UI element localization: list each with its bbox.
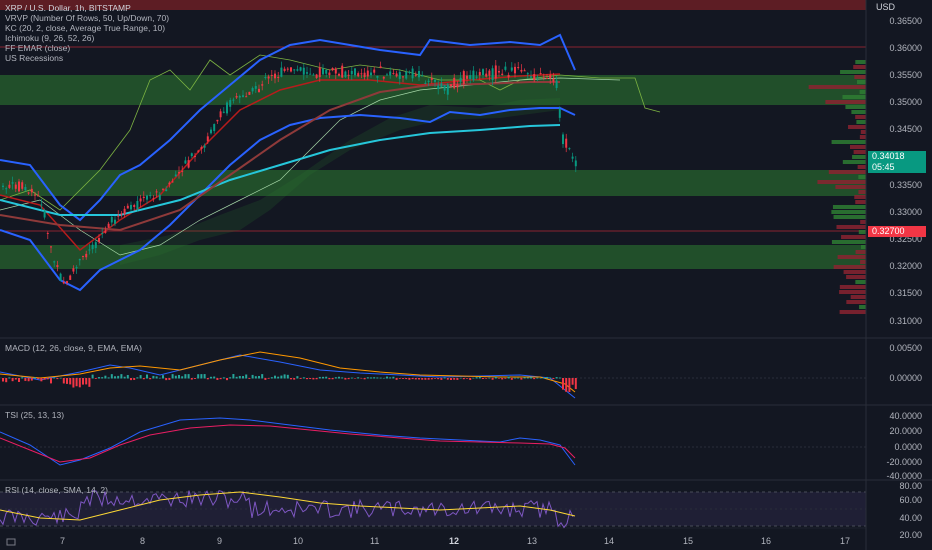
macd-tick: 0.00000 — [889, 373, 922, 383]
candlesticks — [2, 60, 577, 286]
price-tick: 0.35500 — [889, 70, 922, 80]
kc-middle — [0, 73, 561, 252]
time-tick: 16 — [761, 536, 772, 546]
time-tick: 14 — [604, 536, 615, 546]
price-tick: 0.34500 — [889, 124, 922, 134]
current-price: 0.34018 — [872, 151, 905, 161]
price-tick: 0.31000 — [889, 316, 922, 326]
volume-profile — [808, 60, 866, 314]
kc-upper-band — [0, 33, 576, 222]
tsi-tick: 40.0000 — [889, 411, 922, 421]
time-tick: 8 — [140, 536, 146, 546]
marked-price-tag: 0.32700 — [868, 226, 926, 237]
rsi-title[interactable]: RSI (14, close, SMA, 14, 2) — [5, 485, 108, 495]
macd-title[interactable]: MACD (12, 26, close, 9, EMA, EMA) — [5, 343, 142, 353]
tsi-pane — [0, 417, 866, 466]
time-tick: 13 — [527, 536, 538, 546]
price-tick: 0.33500 — [889, 180, 922, 190]
bar-countdown: 05:45 — [872, 162, 895, 172]
tsi-tick: 20.0000 — [889, 426, 922, 436]
tsi-tick: -20.0000 — [886, 457, 922, 467]
macd-tick: 0.00500 — [889, 343, 922, 353]
currency-label: USD — [876, 2, 896, 12]
macd-pane — [0, 351, 866, 399]
kc-lower-band — [0, 107, 576, 292]
support-zones — [0, 75, 866, 269]
rsi-tick: 40.00 — [899, 513, 922, 523]
ema-long — [0, 124, 561, 216]
time-tick: 11 — [370, 536, 380, 546]
time-tick: 7 — [60, 536, 66, 546]
rsi-tick: 80.00 — [899, 481, 922, 491]
symbol-title[interactable]: XRP / U.S. Dollar, 1h, BITSTAMP — [5, 3, 131, 13]
indicator-vrvp[interactable]: VRVP (Number Of Rows, 50, Up/Down, 70) — [5, 13, 170, 23]
ichimoku-lagging-span — [0, 54, 661, 211]
price-tick: 0.36500 — [889, 16, 922, 26]
ichimoku-cloud — [120, 98, 560, 265]
time-tick: 10 — [293, 536, 304, 546]
indicator-ff-emar[interactable]: FF EMAR (close) — [5, 43, 71, 53]
price-tick: 0.36000 — [889, 43, 922, 53]
indicator-us-recessions[interactable]: US Recessions — [5, 53, 64, 63]
tsi-title[interactable]: TSI (25, 13, 13) — [5, 410, 65, 420]
time-tick: 15 — [683, 536, 694, 546]
tsi-tick: -40.0000 — [886, 471, 922, 481]
price-tick: 0.35000 — [889, 97, 922, 107]
rsi-tick: 60.00 — [899, 495, 922, 505]
time-tick: 12 — [449, 536, 460, 546]
time-axis[interactable]: 7 8 9 10 11 12 13 14 15 16 17 — [0, 528, 866, 550]
price-tick: 0.33000 — [889, 207, 922, 217]
time-tick: 17 — [840, 536, 851, 546]
rsi-tick: 20.00 — [899, 530, 922, 540]
indicator-ichimoku[interactable]: Ichimoku (9, 26, 52, 26) — [5, 33, 95, 43]
tsi-tick: 0.0000 — [894, 442, 922, 452]
time-tick: 9 — [217, 536, 223, 546]
us-recession-band — [0, 0, 866, 10]
price-tick: 0.31500 — [889, 288, 922, 298]
indicator-kc[interactable]: KC (20, 2, close, Average True Range, 10… — [5, 23, 166, 33]
price-tick: 0.32000 — [889, 261, 922, 271]
current-price-tag: 0.34018 05:45 — [868, 151, 926, 173]
ema-medium — [0, 81, 560, 232]
price-tick: 0.32500 — [889, 234, 922, 244]
rsi-pane — [0, 490, 866, 529]
timeline-icon[interactable] — [6, 537, 16, 547]
chart-legend: XRP / U.S. Dollar, 1h, BITSTAMP VRVP (Nu… — [5, 3, 169, 63]
